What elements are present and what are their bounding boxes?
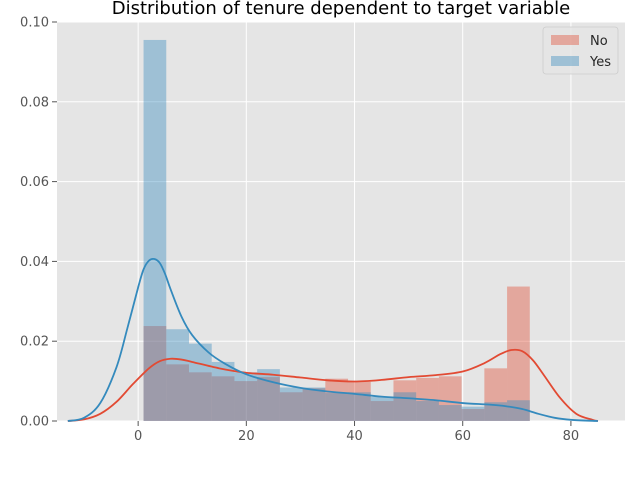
y-tick-label: 0.08 [20,95,49,110]
kde-curves [67,257,599,422]
x-tick-label: 0 [134,429,142,444]
bar-no [257,377,280,421]
y-tick-label: 0.10 [20,16,49,31]
bar-no [302,388,326,421]
bar-no [234,381,258,421]
bar-no [143,326,167,421]
bar-no [393,380,417,421]
bar-no [166,364,189,421]
bar-no [348,381,371,421]
kde-line-yes [67,257,598,422]
chart-title: Distribution of tenure dependent to targ… [112,0,571,19]
bar-no [279,392,303,421]
bar-yes [257,369,280,421]
bar-yes [416,401,439,421]
bar-yes [438,405,462,421]
y-tick-label: 0.00 [20,415,49,430]
bar-yes [143,39,167,421]
kde-line-no [67,348,599,422]
histogram-no [143,286,530,421]
bar-no [370,401,394,421]
x-tick-label: 40 [346,429,363,444]
bar-yes [325,393,349,421]
bar-no [507,286,530,421]
x-axis-ticks: 0 20 40 60 80 [134,421,579,444]
bar-yes [211,361,235,421]
bar-yes [507,400,530,421]
bar-no [438,376,462,421]
y-tick-label: 0.04 [20,255,49,270]
bar-yes [234,372,258,421]
y-tick-label: 0.02 [20,335,49,350]
bar-yes [484,402,508,421]
bar-yes [279,387,303,421]
plot-background [57,22,625,421]
x-tick-label: 80 [563,429,580,444]
legend-frame [542,26,619,75]
bar-yes [188,343,212,421]
grid-lines [57,21,625,422]
bar-no [484,368,508,421]
bar-no [211,376,235,421]
x-tick-label: 60 [454,429,471,444]
bar-yes [393,392,417,421]
y-axis-ticks: 0.00 0.02 0.04 0.06 0.08 0.10 [20,16,57,430]
legend-label-no: No [590,34,608,49]
bar-yes [348,392,371,421]
bar-no [188,372,212,421]
bar-no [461,409,485,421]
legend-label-yes: Yes [589,55,611,70]
bar-yes [370,397,394,421]
bar-yes [302,387,326,421]
legend-swatch-yes [551,56,579,66]
legend: No Yes [542,26,619,75]
bar-yes [461,406,485,421]
bar-yes [166,329,189,421]
histogram-yes [143,39,530,421]
y-tick-label: 0.06 [20,175,49,190]
x-tick-label: 20 [238,429,255,444]
bar-no [325,378,349,421]
legend-swatch-no [551,35,579,45]
